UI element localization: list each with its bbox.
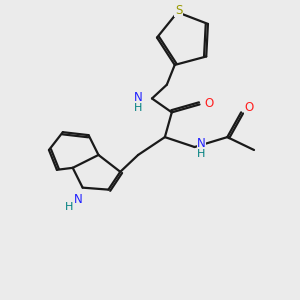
Text: S: S [175, 4, 182, 17]
Text: N: N [134, 91, 142, 104]
Text: O: O [244, 101, 254, 114]
Text: H: H [64, 202, 73, 212]
Text: O: O [205, 97, 214, 110]
Text: H: H [197, 149, 206, 159]
Text: N: N [197, 136, 206, 150]
Text: H: H [134, 103, 142, 113]
Text: N: N [74, 193, 83, 206]
